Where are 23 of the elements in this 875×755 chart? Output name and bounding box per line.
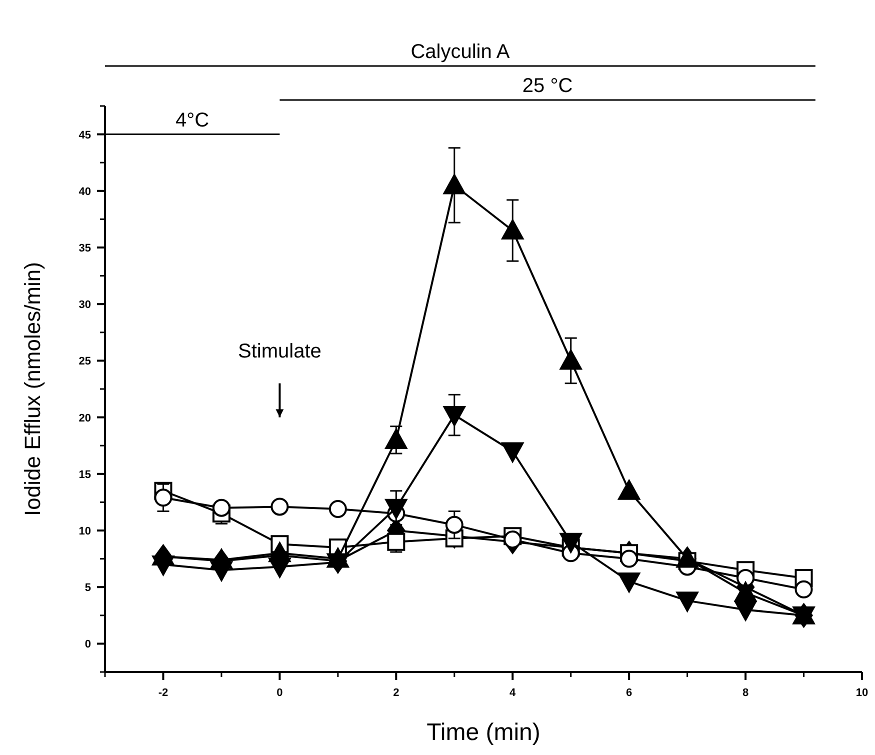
y-tick-label: 25: [78, 356, 91, 368]
x-tick-label: 10: [856, 687, 868, 699]
x-tick-label: 8: [742, 687, 749, 699]
x-tick-label: 2: [393, 687, 400, 699]
text: 25 °C: [522, 75, 573, 97]
x-tick-label: -2: [158, 687, 168, 699]
y-tick-label: 30: [78, 299, 91, 312]
annotation: Stimulate: [238, 340, 322, 362]
y-tick-label: 45: [78, 129, 91, 142]
y-tick-label: 15: [78, 468, 91, 481]
y-tick-label: 20: [78, 412, 91, 424]
x-tick-label: 4: [510, 687, 517, 699]
y-tick-label: 10: [78, 526, 91, 538]
y-tick-label: 0: [84, 638, 91, 651]
x-axis-title: Time (min): [426, 719, 540, 746]
y-tick-label: 35: [78, 242, 91, 254]
y-tick-label: 5: [84, 582, 91, 594]
annotation: 4°C: [176, 109, 210, 132]
x-tick-label: 0: [276, 687, 283, 699]
y-tick-label: 40: [78, 186, 91, 198]
y-axis-title: Iodide Efflux (nmoles/min): [20, 262, 45, 516]
text: Calyculin A: [410, 41, 510, 63]
x-tick-label: 6: [626, 687, 632, 699]
